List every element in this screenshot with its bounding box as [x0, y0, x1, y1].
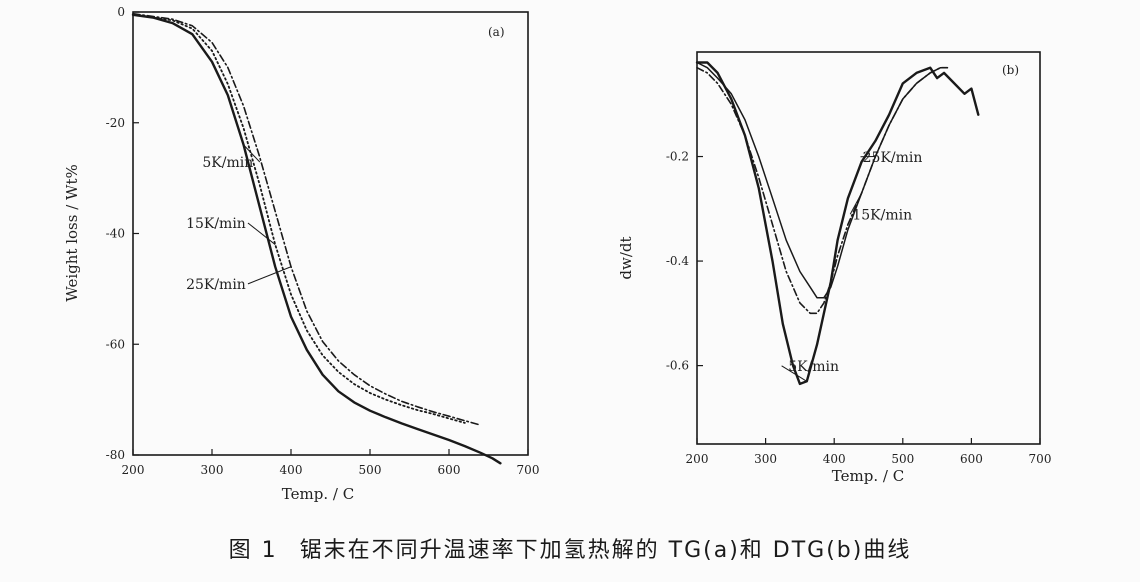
panel-a-frame [132, 11, 529, 456]
annotation-label-2: 25K/min [186, 277, 246, 293]
panel-a-annotations: 5K/min 15K/min 25K/min [186, 144, 292, 293]
panel-a-ylabel: Weight loss / Wt% [63, 164, 81, 301]
annotation-leader-2 [247, 266, 292, 285]
series-line-25kmin [132, 12, 482, 426]
x-tick-label-3: 500 [891, 452, 914, 466]
annotation-leader-1 [849, 192, 863, 215]
y-tick-label-1: -0.4 [666, 254, 690, 268]
y-tick-label-2: -0.6 [666, 359, 689, 373]
panel-a-label: (a) [488, 25, 505, 39]
annotation-leader-2 [781, 365, 808, 382]
panel-a-axes: 200 300 400 500 600 700 0 -20 -40 -60 -80 [106, 5, 540, 477]
y-tick-label-3: -60 [106, 337, 125, 351]
y-tick-label-4: -80 [106, 448, 125, 462]
series-line-25kmin [696, 61, 949, 299]
panel-b-label: (b) [1002, 63, 1019, 77]
panel-b-xlabel: Temp. / C [832, 467, 904, 485]
figure-caption: 图 1 锯末在不同升温速率下加氢热解的 TG(a)和 DTG(b)曲线 [0, 532, 1140, 564]
x-tick-label-3: 500 [359, 463, 382, 477]
x-tick-label-1: 300 [201, 463, 224, 477]
panel-b-series [695, 61, 980, 386]
panel-b-dtg-chart: (b) dw/dt Temp. / C 200 300 400 500 600 700 -0… [617, 51, 1052, 485]
x-tick-label-0: 200 [686, 452, 709, 466]
panel-b-annotations: 25K/min 15K/min 5K/min [781, 150, 923, 382]
annotation-label-1: 15K/min [852, 207, 912, 223]
annotation-label-0: 25K/min [863, 150, 923, 166]
annotation-leader-1 [247, 222, 276, 245]
panel-a-series [131, 12, 502, 465]
figure-number: 图 1 [228, 538, 278, 563]
series-line-5kmin [695, 61, 980, 386]
y-tick-label-0: -0.2 [666, 150, 689, 164]
x-tick-label-2: 400 [280, 463, 303, 477]
x-tick-label-1: 300 [754, 452, 777, 466]
x-tick-label-0: 200 [122, 463, 145, 477]
x-tick-label-5: 700 [1029, 452, 1052, 466]
y-tick-label-0: 0 [117, 5, 125, 19]
panel-b-frame [696, 51, 1041, 445]
y-tick-label-2: -40 [106, 227, 125, 241]
figure-caption-text: 锯末在不同升温速率下加氢热解的 TG(a)和 DTG(b)曲线 [299, 538, 912, 563]
panel-a-xlabel: Temp. / C [282, 485, 354, 503]
annotation-label-0: 5K/min [202, 155, 253, 171]
annotation-label-2: 5K/min [788, 359, 839, 375]
x-tick-label-4: 600 [960, 452, 983, 466]
series-line-15kmin [132, 13, 466, 424]
x-tick-label-4: 600 [438, 463, 461, 477]
panel-b-ylabel: dw/dt [617, 236, 635, 279]
annotation-leader-0 [243, 144, 261, 163]
x-tick-label-5: 700 [517, 463, 540, 477]
panel-a-tg-chart: (a) Weight loss / Wt% Temp. / C 200 300 40… [63, 5, 539, 503]
series-line-5kmin [131, 13, 502, 465]
panel-b-axes: 200 300 400 500 600 700 -0.2 -0.4 -0.6 [666, 150, 1052, 466]
annotation-label-1: 15K/min [186, 216, 246, 232]
x-tick-label-2: 400 [823, 452, 846, 466]
y-tick-label-1: -20 [106, 116, 125, 130]
